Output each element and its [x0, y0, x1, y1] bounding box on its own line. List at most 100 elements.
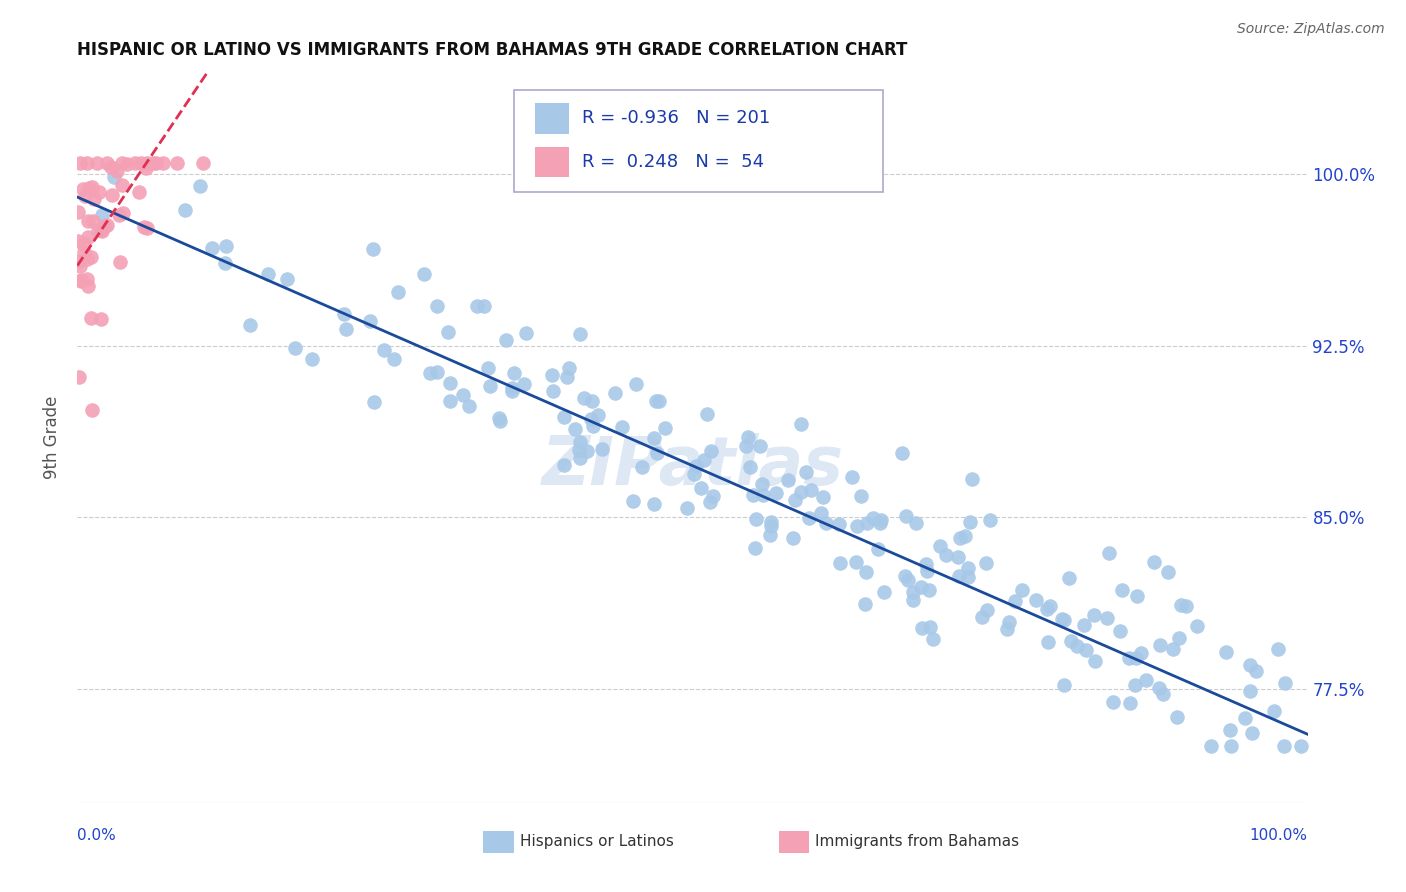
Point [734, 439, 756, 453]
Point [976, 603, 998, 617]
Point [591, 442, 613, 456]
Point [96, 218, 118, 232]
Point [849, 489, 872, 503]
Point [201, 241, 224, 255]
Point [495, 333, 517, 347]
Point [790, 485, 813, 500]
Point [855, 566, 877, 580]
Point [830, 556, 852, 570]
Point [568, 450, 591, 465]
Point [1073, 618, 1095, 632]
Point [555, 369, 578, 384]
FancyBboxPatch shape [536, 146, 569, 178]
Point [853, 597, 876, 611]
Point [477, 361, 499, 376]
Point [1152, 687, 1174, 701]
Point [894, 509, 917, 524]
Point [759, 515, 782, 529]
Point [586, 409, 609, 423]
Point [152, 156, 174, 170]
Point [472, 299, 495, 313]
Point [215, 239, 238, 253]
Y-axis label: 9th Grade: 9th Grade [44, 395, 62, 479]
Point [744, 541, 766, 555]
Point [90, 223, 112, 237]
Point [541, 384, 564, 398]
Point [1076, 643, 1098, 657]
Point [87, 186, 110, 200]
Point [100, 187, 122, 202]
Point [77, 278, 100, 293]
Point [621, 493, 644, 508]
Point [1004, 594, 1026, 608]
Point [142, 156, 165, 170]
Point [626, 377, 648, 392]
Point [643, 497, 665, 511]
Point [387, 285, 409, 299]
Point [1011, 583, 1033, 598]
Point [80, 311, 103, 326]
Point [758, 527, 780, 541]
Point [759, 519, 782, 533]
Point [439, 376, 461, 391]
Point [72, 182, 94, 196]
Point [166, 156, 188, 170]
Point [111, 205, 134, 219]
Point [129, 156, 152, 170]
Point [1174, 599, 1197, 614]
Text: Immigrants from Bahamas: Immigrants from Bahamas [815, 834, 1019, 849]
Point [1025, 593, 1047, 607]
Point [765, 486, 787, 500]
Point [1239, 684, 1261, 698]
Point [76, 252, 98, 267]
Point [257, 267, 280, 281]
Point [79, 180, 101, 194]
Point [363, 395, 385, 409]
Point [564, 422, 586, 436]
Point [866, 541, 889, 556]
Point [135, 220, 157, 235]
Point [335, 322, 357, 336]
Point [685, 459, 707, 474]
Point [915, 564, 938, 578]
Point [135, 161, 157, 176]
Point [700, 443, 723, 458]
Point [103, 169, 125, 184]
Point [568, 435, 591, 450]
Point [479, 379, 502, 393]
Point [610, 420, 633, 434]
Point [108, 208, 131, 222]
Point [1083, 608, 1105, 623]
Point [426, 299, 449, 313]
Point [676, 500, 699, 515]
Point [1098, 546, 1121, 560]
Point [513, 377, 536, 392]
Point [935, 548, 957, 562]
Point [135, 156, 157, 170]
Point [73, 237, 96, 252]
Point [91, 224, 114, 238]
Point [1274, 675, 1296, 690]
FancyBboxPatch shape [515, 90, 883, 192]
Point [214, 256, 236, 270]
Point [1130, 646, 1153, 660]
Point [648, 394, 671, 409]
Point [501, 384, 523, 398]
Point [503, 366, 526, 380]
Point [783, 492, 806, 507]
Point [361, 242, 384, 256]
Point [827, 517, 849, 532]
Point [419, 366, 441, 380]
Point [1084, 654, 1107, 668]
Point [960, 472, 983, 486]
Point [974, 556, 997, 570]
Point [1057, 571, 1080, 585]
Point [541, 368, 564, 383]
Point [920, 620, 942, 634]
Point [501, 381, 523, 395]
Point [66, 234, 89, 248]
Point [1263, 705, 1285, 719]
Point [794, 465, 817, 479]
Point [1161, 641, 1184, 656]
Point [970, 610, 993, 624]
